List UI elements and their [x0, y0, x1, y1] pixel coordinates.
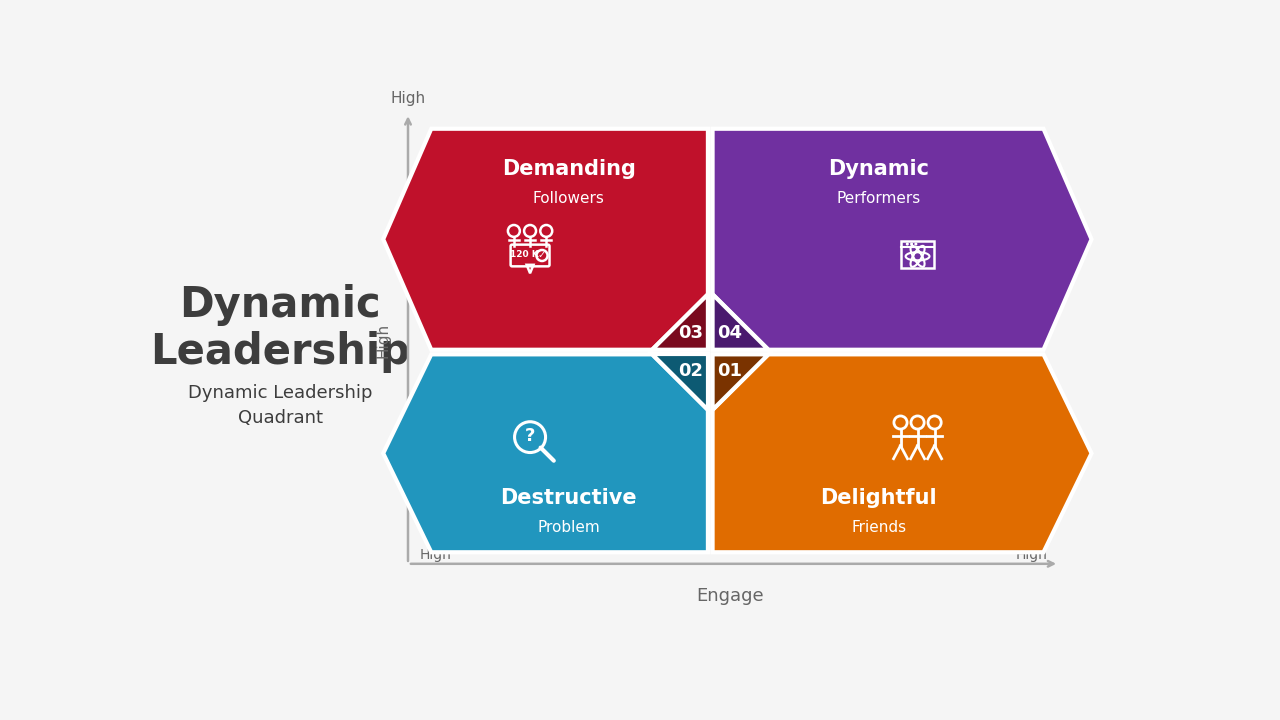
- Polygon shape: [383, 354, 708, 552]
- Polygon shape: [713, 129, 1092, 350]
- Text: High: High: [1015, 547, 1047, 562]
- Text: Destructive: Destructive: [500, 488, 637, 508]
- Text: 04: 04: [717, 324, 742, 342]
- Text: 01: 01: [717, 362, 742, 380]
- Text: 120 K: 120 K: [509, 250, 539, 259]
- Text: Performers: Performers: [837, 191, 920, 205]
- Text: Dynamic Leadership
Quadrant: Dynamic Leadership Quadrant: [188, 384, 372, 428]
- Polygon shape: [713, 354, 1092, 552]
- Text: Followers: Followers: [532, 191, 604, 205]
- Circle shape: [914, 243, 918, 246]
- Text: 02: 02: [678, 362, 704, 380]
- Text: Dynamic: Dynamic: [828, 159, 929, 179]
- Polygon shape: [652, 354, 708, 410]
- Text: Delightful: Delightful: [820, 488, 937, 508]
- Circle shape: [906, 243, 909, 246]
- Polygon shape: [383, 129, 708, 350]
- Bar: [901, 241, 933, 268]
- Polygon shape: [713, 354, 768, 410]
- Text: ✓: ✓: [538, 251, 547, 261]
- Polygon shape: [652, 294, 708, 350]
- Text: High: High: [419, 547, 451, 562]
- Text: Engage: Engage: [696, 587, 763, 605]
- Text: Problem: Problem: [538, 520, 600, 535]
- Text: 03: 03: [678, 324, 704, 342]
- Text: Dynamic
Leadership: Dynamic Leadership: [150, 284, 410, 374]
- Polygon shape: [713, 294, 768, 350]
- Text: High: High: [390, 91, 425, 106]
- Text: ?: ?: [525, 428, 535, 446]
- Text: High: High: [376, 323, 390, 358]
- Text: Demanding: Demanding: [502, 159, 636, 179]
- Circle shape: [910, 243, 913, 246]
- Text: Friends: Friends: [851, 520, 906, 535]
